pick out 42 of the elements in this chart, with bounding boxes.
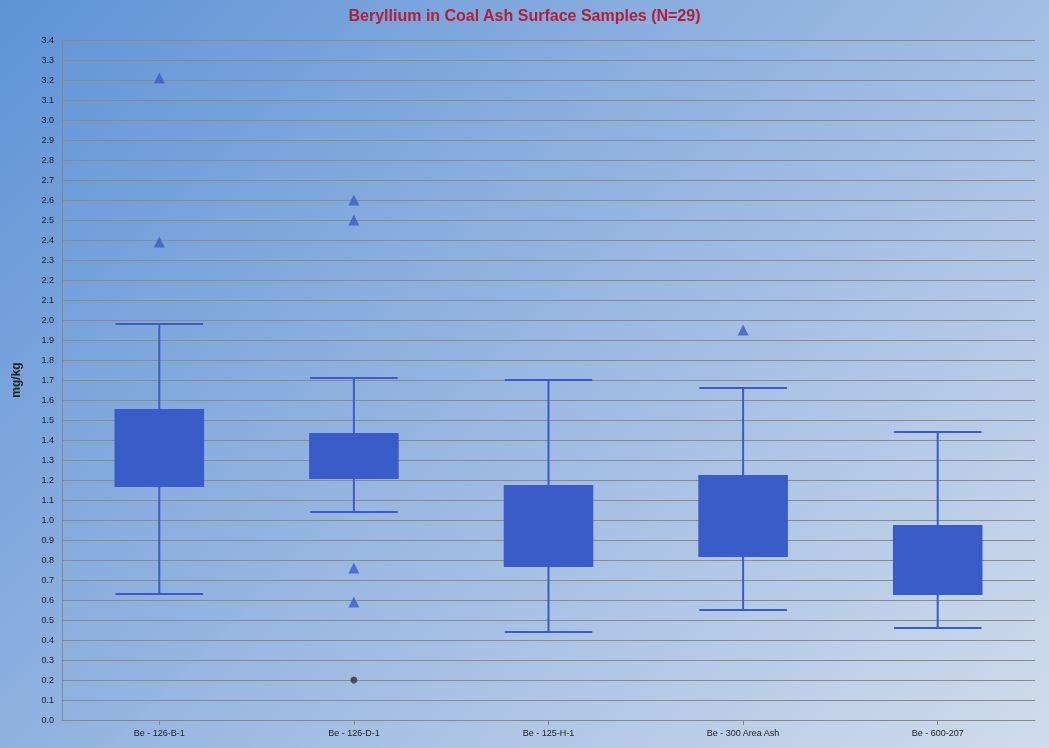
y-tick-label: 0.7 (41, 575, 54, 585)
y-tick-label: 0.4 (41, 635, 54, 645)
y-tick-label: 3.3 (41, 55, 54, 65)
y-tick-label: 1.0 (41, 515, 54, 525)
chart-title: Beryllium in Coal Ash Surface Samples (N=29) (348, 6, 701, 24)
y-tick-label: 1.7 (41, 375, 54, 385)
y-tick-label: 1.3 (41, 455, 54, 465)
y-tick-label: 3.0 (41, 115, 54, 125)
y-tick-label: 2.9 (41, 135, 54, 145)
y-tick-label: 0.3 (41, 655, 54, 665)
y-tick-label: 0.0 (41, 715, 54, 725)
y-tick-label: 3.2 (41, 75, 54, 85)
y-tick-label: 2.2 (41, 275, 54, 285)
y-tick-label: 2.5 (41, 215, 54, 225)
x-tick-label: Be - 600-207 (911, 727, 964, 738)
x-tick-label: Be - 126-D-1 (328, 727, 380, 738)
y-tick-label: 2.4 (41, 235, 54, 245)
y-tick-label: 3.4 (41, 35, 54, 45)
y-tick-label: 1.5 (41, 415, 54, 425)
y-tick-label: 3.1 (41, 95, 54, 105)
y-tick-label: 0.5 (41, 615, 54, 625)
y-tick-label: 2.1 (41, 295, 54, 305)
y-tick-label: 2.8 (41, 155, 54, 165)
y-tick-label: 2.7 (41, 175, 54, 185)
y-axis-title: mg/kg (9, 362, 23, 398)
y-tick-label: 2.6 (41, 195, 54, 205)
y-tick-label: 1.6 (41, 395, 54, 405)
y-tick-label: 1.8 (41, 355, 54, 365)
y-tick-label: 0.6 (41, 595, 54, 605)
y-tick-label: 0.2 (41, 675, 54, 685)
x-tick-label: Be - 126-B-1 (133, 727, 185, 738)
y-tick-label: 0.8 (41, 555, 54, 565)
y-tick-label: 1.2 (41, 475, 54, 485)
y-tick-label: 0.9 (41, 535, 54, 545)
y-tick-label: 1.1 (41, 495, 54, 505)
y-tick-label: 0.1 (41, 695, 54, 705)
x-tick-label: Be - 300 Area Ash (706, 727, 780, 738)
x-tick-label: Be - 125-H-1 (522, 727, 575, 738)
y-tick-label: 1.4 (41, 435, 54, 445)
y-tick-label: 2.3 (41, 255, 54, 265)
y-tick-label: 2.0 (41, 315, 54, 325)
y-tick-label: 1.9 (41, 335, 54, 345)
